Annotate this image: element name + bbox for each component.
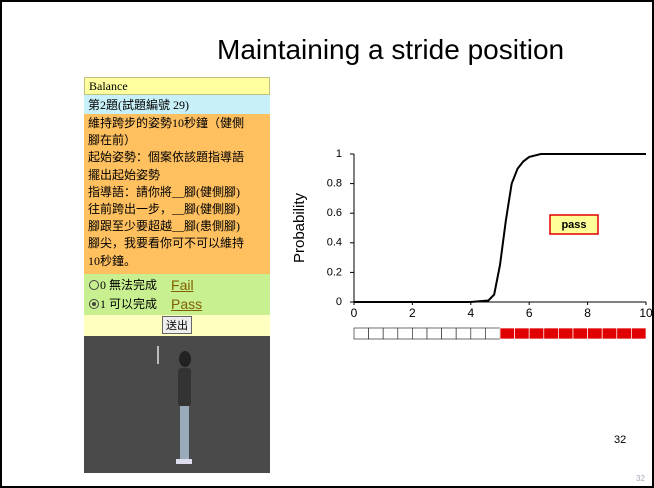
strip-cell <box>442 328 457 339</box>
slide: Maintaining a stride position Balance 第2… <box>0 0 654 488</box>
strip-cell <box>427 328 442 339</box>
strip-cell <box>456 328 471 339</box>
strip-cell <box>354 328 369 339</box>
submit-button[interactable]: 送出 <box>162 316 192 334</box>
strip-cell <box>500 328 515 339</box>
option-translation: Pass <box>171 296 202 312</box>
instruction-line: 往前跨出一步，__腳(健側腳) <box>88 201 266 218</box>
instruction-line: 維持跨步的姿勢10秒鐘（健側 <box>88 115 266 132</box>
x-tick-label: 2 <box>409 306 416 320</box>
x-tick-label: 8 <box>584 306 591 320</box>
strip <box>354 328 646 339</box>
strip-cell <box>602 328 617 339</box>
strip-cell <box>631 328 646 339</box>
avatar-view <box>84 336 270 473</box>
option-label: 0 無法完成 <box>100 276 157 293</box>
strip-cell <box>617 328 632 339</box>
y-tick-label: 0 <box>336 296 342 308</box>
strip-cell <box>588 328 603 339</box>
y-tick-label: 0.8 <box>327 178 342 190</box>
radio[interactable] <box>88 298 100 310</box>
strip-cell <box>412 328 427 339</box>
y-tick-label: 0.6 <box>327 207 342 219</box>
instruction-line: 腳跟至少要超越__腳(患側腳) <box>88 218 266 235</box>
strip-cell <box>515 328 530 339</box>
x-tick-label: 4 <box>467 306 474 320</box>
radio-dot <box>92 302 96 306</box>
annotation: pass <box>561 219 586 231</box>
x-tick-label: 10 <box>639 306 653 320</box>
x-tick-label: 0 <box>351 306 358 320</box>
submit-row: 送出 <box>84 315 270 336</box>
x-tick-label: 6 <box>526 306 533 320</box>
y-tick-label: 1 <box>336 148 342 160</box>
options: 0 無法完成 Fail 1 可以完成 Pass <box>84 274 270 315</box>
page-number-small: 32 <box>636 474 645 483</box>
panel-header: Balance <box>84 77 270 95</box>
instruction-line: 擺出起始姿勢 <box>88 167 266 184</box>
slide-title: Maintaining a stride position <box>217 34 564 66</box>
strip-cell <box>383 328 398 339</box>
line <box>354 154 646 302</box>
y-axis-label: Probability <box>291 192 308 263</box>
instruction-line: 腳尖，我要看你可不可以維持 <box>88 235 266 252</box>
instruction-line: 10秒鐘。 <box>88 253 266 270</box>
strip-cell <box>398 328 413 339</box>
y-tick-label: 0.2 <box>327 266 342 278</box>
instruction-line: 指導語：請你將__腳(健側腳) <box>88 184 266 201</box>
option-label: 1 可以完成 <box>100 295 157 312</box>
option-translation: Fail <box>171 277 194 293</box>
assessment-panel: Balance 第2題(試題編號 29) 維持跨步的姿勢10秒鐘（健側腳在前）起… <box>84 77 270 472</box>
page-number: 32 <box>614 434 626 446</box>
radio-ring <box>90 280 99 289</box>
instruction-line: 腳在前） <box>88 132 266 149</box>
y-tick-label: 0.4 <box>327 237 342 249</box>
strip-cell <box>573 328 588 339</box>
strip-cell <box>558 328 573 339</box>
option[interactable]: 1 可以完成 Pass <box>88 294 266 313</box>
strip-cell <box>485 328 500 339</box>
radio[interactable] <box>88 279 100 291</box>
strip-cell <box>369 328 384 339</box>
instructions: 維持跨步的姿勢10秒鐘（健側腳在前）起始姿勢：個案依該題指導語擺出起始姿勢指導語… <box>84 114 270 274</box>
item-label: 第2題(試題編號 29) <box>84 95 270 114</box>
option[interactable]: 0 無法完成 Fail <box>88 275 266 294</box>
strip-cell <box>544 328 559 339</box>
strip-cell <box>471 328 486 339</box>
avatar <box>84 336 270 473</box>
instruction-line: 起始姿勢：個案依該題指導語 <box>88 149 266 166</box>
strip-cell <box>529 328 544 339</box>
